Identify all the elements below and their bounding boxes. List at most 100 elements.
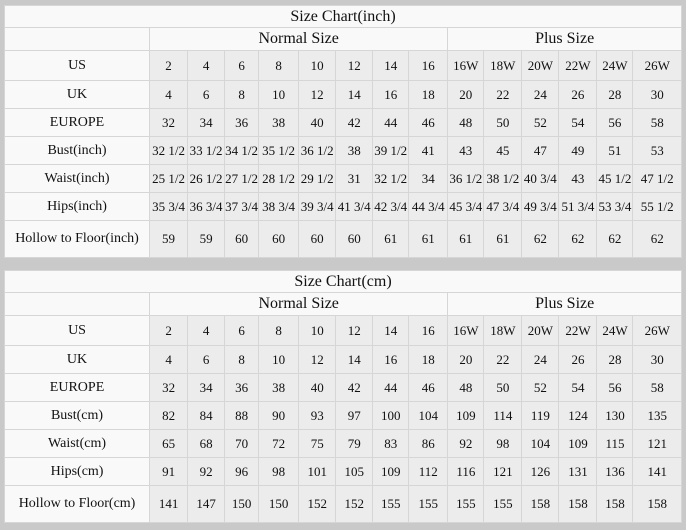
size-value-cell: 61 (372, 220, 410, 258)
size-value-cell: 130 (596, 401, 634, 430)
size-value-cell: 53 (632, 136, 682, 165)
size-value-cell: 41 (408, 136, 449, 165)
size-value-cell: 50 (483, 108, 523, 137)
size-value-cell: 152 (298, 485, 337, 523)
size-value-cell: 28 (596, 345, 634, 374)
size-value-cell: 42 3/4 (372, 192, 410, 221)
size-value-cell: 33 1/2 (187, 136, 226, 165)
size-value-cell: 158 (596, 485, 634, 523)
row-label: Bust(cm) (3, 401, 151, 430)
size-value-cell: 114 (483, 401, 523, 430)
size-value-cell: 8 (258, 315, 300, 346)
size-value-cell: 26 (558, 345, 598, 374)
size-value-cell: 56 (596, 108, 634, 137)
row-label: US (3, 315, 151, 346)
size-value-cell: 54 (558, 373, 598, 402)
size-value-cell: 12 (298, 80, 337, 109)
size-value-cell: 61 (483, 220, 523, 258)
table-row: US 2 4 6 8 10 12 14 16 16W 18W 20W 22W 24W 26W (3, 315, 682, 346)
size-value-cell: 60 (258, 220, 300, 258)
size-value-cell: 22W (558, 315, 598, 346)
size-value-cell: 52 (521, 373, 560, 402)
size-value-cell: 45 (483, 136, 523, 165)
size-value-cell: 92 (447, 429, 485, 458)
size-value-cell: 43 (558, 164, 598, 193)
size-value-cell: 28 (596, 80, 634, 109)
size-value-cell: 20W (521, 50, 560, 81)
size-value-cell: 109 (447, 401, 485, 430)
size-value-cell: 6 (187, 345, 226, 374)
size-value-cell: 53 3/4 (596, 192, 634, 221)
size-value-cell: 92 (187, 457, 226, 486)
size-value-cell: 88 (224, 401, 260, 430)
size-value-cell: 16W (447, 50, 485, 81)
table-row: EUROPE 32 34 36 38 40 42 44 46 48 50 52 54 56 58 (3, 373, 682, 402)
size-value-cell: 56 (596, 373, 634, 402)
size-value-cell: 104 (408, 401, 449, 430)
row-label: UK (3, 80, 151, 109)
size-value-cell: 32 1/2 (372, 164, 410, 193)
size-value-cell: 62 (558, 220, 598, 258)
size-value-cell: 27 1/2 (224, 164, 260, 193)
section-normal-size: Normal Size (149, 27, 449, 51)
size-value-cell: 62 (632, 220, 682, 258)
table-row: Hips(inch) 35 3/4 36 3/4 37 3/4 38 3/4 39 3/4… (3, 192, 682, 221)
size-value-cell: 2 (149, 315, 189, 346)
table-row: Hips(cm) 91 92 96 98 101 105 109 112 116 121 126 131… (3, 457, 682, 486)
size-value-cell: 49 3/4 (521, 192, 560, 221)
table-row: Hollow to Floor(inch) 59 59 60 60 60 60 61 61 61 6… (3, 220, 682, 258)
row-label: Waist(inch) (3, 164, 151, 193)
size-value-cell: 16 (372, 80, 410, 109)
size-value-cell: 68 (187, 429, 226, 458)
size-value-cell: 158 (558, 485, 598, 523)
size-value-cell: 82 (149, 401, 189, 430)
size-value-cell: 32 1/2 (149, 136, 189, 165)
size-value-cell: 59 (149, 220, 189, 258)
size-value-cell: 41 3/4 (335, 192, 374, 221)
size-value-cell: 42 (335, 373, 374, 402)
size-value-cell: 34 (408, 164, 449, 193)
size-value-cell: 79 (335, 429, 374, 458)
size-value-cell: 152 (335, 485, 374, 523)
size-value-cell: 24W (596, 315, 634, 346)
size-value-cell: 46 (408, 373, 449, 402)
size-value-cell: 26W (632, 50, 682, 81)
section-plus-size: Plus Size (447, 292, 682, 316)
size-value-cell: 97 (335, 401, 374, 430)
size-value-cell: 136 (596, 457, 634, 486)
size-value-cell: 18 (408, 80, 449, 109)
size-value-cell: 16W (447, 315, 485, 346)
size-value-cell: 24 (521, 80, 560, 109)
size-value-cell: 10 (258, 80, 300, 109)
size-value-cell: 38 (335, 136, 374, 165)
size-value-cell: 14 (335, 80, 374, 109)
size-value-cell: 16 (408, 50, 449, 81)
table-row: Bust(inch) 32 1/2 33 1/2 34 1/2 35 1/2 36 1/2… (3, 136, 682, 165)
size-value-cell: 115 (596, 429, 634, 458)
size-value-cell: 58 (632, 108, 682, 137)
size-value-cell: 34 (187, 108, 226, 137)
size-value-cell: 61 (447, 220, 485, 258)
size-value-cell: 8 (258, 50, 300, 81)
size-value-cell: 35 1/2 (258, 136, 300, 165)
size-value-cell: 6 (187, 80, 226, 109)
size-value-cell: 43 (447, 136, 485, 165)
size-chart-cm: Size Chart(cm) Normal Size Plus Size US 2 4 6 8… (3, 270, 682, 523)
size-value-cell: 100 (372, 401, 410, 430)
size-value-cell: 44 (372, 108, 410, 137)
size-value-cell: 155 (372, 485, 410, 523)
size-value-cell: 34 1/2 (224, 136, 260, 165)
row-label: Bust(inch) (3, 136, 151, 165)
table-row: Hollow to Floor(cm) 141 147 150 150 152 152 155… (3, 485, 682, 523)
size-value-cell: 14 (372, 315, 410, 346)
size-value-cell: 51 3/4 (558, 192, 598, 221)
size-value-cell: 26 (558, 80, 598, 109)
row-label: Waist(cm) (3, 429, 151, 458)
size-value-cell: 2 (149, 50, 189, 81)
size-value-cell: 141 (632, 457, 682, 486)
size-value-cell: 42 (335, 108, 374, 137)
size-value-cell: 40 (298, 373, 337, 402)
size-value-cell: 86 (408, 429, 449, 458)
size-value-cell: 36 (224, 108, 260, 137)
size-value-cell: 155 (483, 485, 523, 523)
